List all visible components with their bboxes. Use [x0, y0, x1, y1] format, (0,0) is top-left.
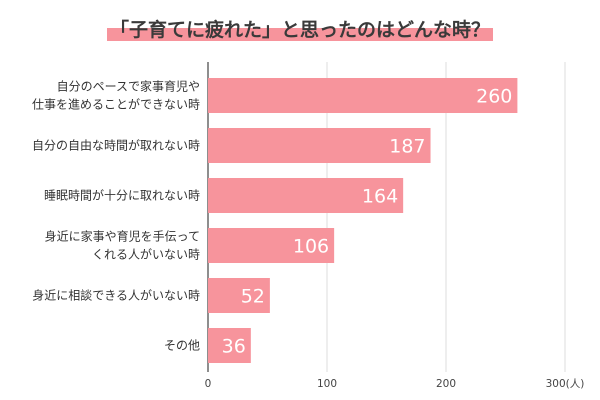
category-label: 自分の自由な時間が取れない時 — [32, 138, 200, 153]
bar — [208, 128, 431, 163]
bar — [208, 328, 251, 363]
category-label: 睡眠時間が十分に取れない時 — [44, 188, 200, 203]
value-labels: 260 187 164 106 52 36 — [222, 86, 513, 358]
value-label: 164 — [362, 186, 398, 208]
category-label: 自分のペースで家事育児や — [57, 79, 200, 94]
value-label: 187 — [389, 136, 425, 158]
x-tick-label: 200 — [436, 378, 456, 390]
value-label: 52 — [241, 286, 265, 308]
x-axis-ticks: 0 100 200 300(人) — [205, 378, 585, 390]
value-label: 260 — [476, 86, 512, 108]
category-label: 身近に家事や育児を手伝って — [45, 229, 200, 244]
category-label: 仕事を進めることができない時 — [32, 97, 200, 112]
value-label: 106 — [293, 236, 329, 258]
grid-lines — [207, 62, 566, 372]
x-tick-label: 0 — [205, 378, 212, 390]
category-label: くれる人がいない時 — [92, 247, 200, 262]
bar — [208, 228, 335, 263]
x-tick-label: 300(人) — [546, 378, 585, 390]
category-label: その他 — [164, 339, 200, 353]
chart-title: 「子育てに疲れた」と思ったのはどんな時？ — [110, 18, 490, 41]
value-label: 36 — [222, 336, 246, 358]
bar — [208, 178, 404, 213]
title-underline — [107, 28, 493, 41]
x-tick-label: 100 — [317, 378, 337, 390]
category-labels: 自分のペースで家事育児や仕事を進めることができない時自分の自由な時間が取れない時… — [32, 79, 200, 353]
bars — [208, 78, 518, 363]
bar — [208, 278, 270, 313]
bar — [208, 78, 518, 113]
category-label: 身近に相談できる人がいない時 — [32, 288, 200, 303]
